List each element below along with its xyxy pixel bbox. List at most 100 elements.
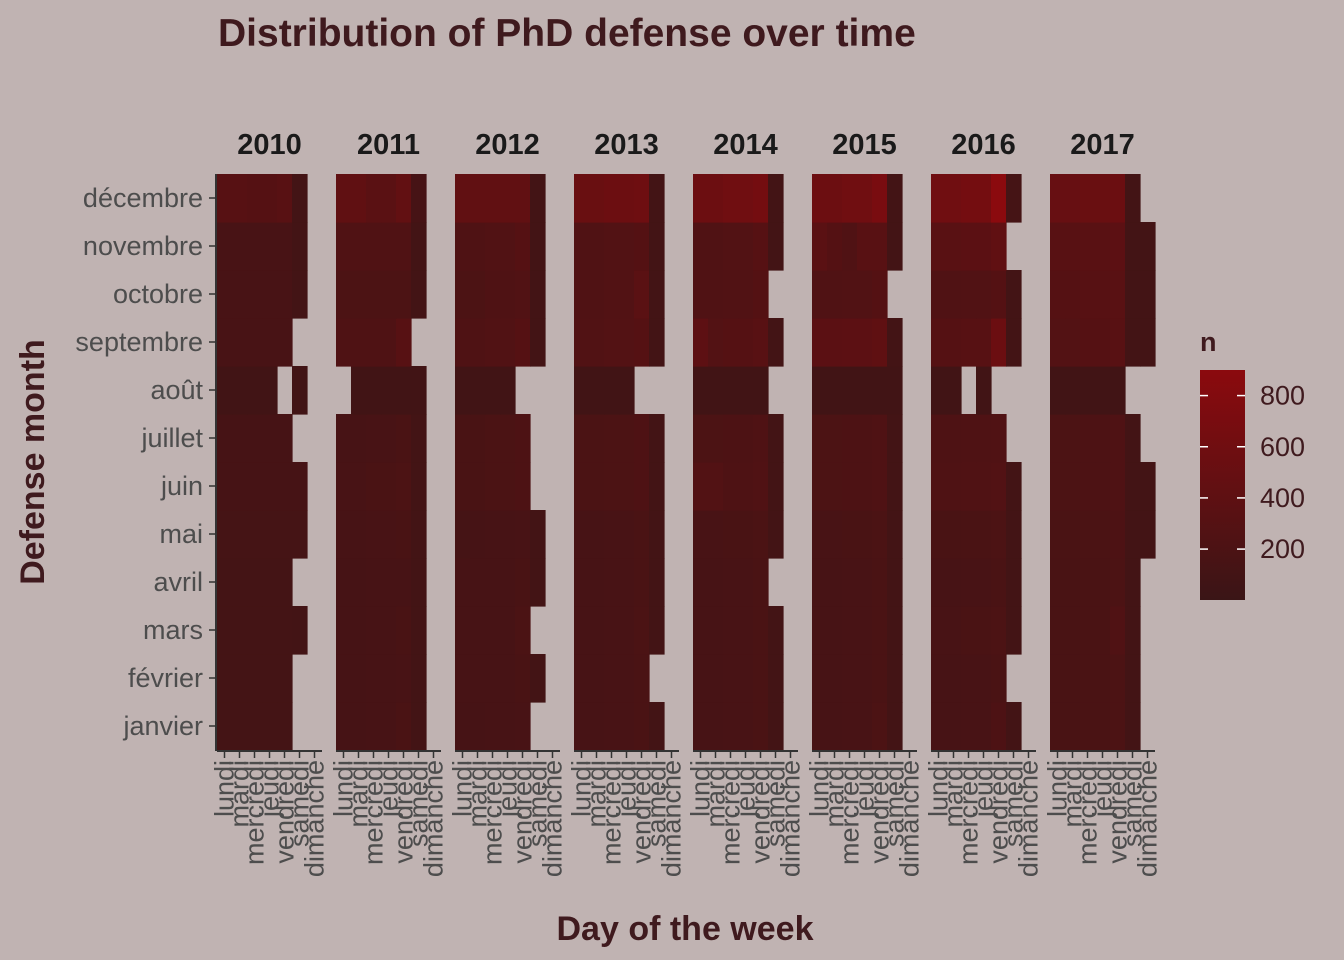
heat-cell <box>961 414 977 463</box>
heat-cell <box>753 510 769 559</box>
heat-cell <box>976 174 992 223</box>
heat-cell <box>396 414 412 463</box>
heat-cell <box>1050 558 1066 607</box>
heat-cell <box>515 702 531 751</box>
facet-panels: 2010lundimardimercredijeudivendredisamed… <box>210 129 1163 877</box>
heat-cell <box>842 654 858 703</box>
heat-cell <box>812 366 828 415</box>
heat-cell <box>887 462 903 511</box>
heat-cell <box>649 222 665 271</box>
heat-cell <box>574 270 590 319</box>
heat-cell <box>1065 270 1081 319</box>
heat-cell <box>604 222 620 271</box>
heat-cell <box>530 270 546 319</box>
heat-cell <box>366 462 382 511</box>
heat-cell <box>649 462 665 511</box>
heat-cell <box>232 606 248 655</box>
heat-cell <box>887 606 903 655</box>
heat-cell <box>931 222 947 271</box>
heat-cell <box>604 510 620 559</box>
heat-cell <box>411 702 427 751</box>
heat-cell <box>336 270 352 319</box>
heat-cell <box>887 174 903 223</box>
heat-cell <box>217 414 233 463</box>
x-tick-label: mercredi <box>478 760 508 865</box>
heat-cell <box>1095 510 1111 559</box>
heat-cell <box>500 510 516 559</box>
heat-cell <box>485 702 501 751</box>
heat-cell <box>976 462 992 511</box>
heat-cell <box>1065 702 1081 751</box>
heat-cell <box>455 366 471 415</box>
facet-label-2010: 2010 <box>237 129 302 161</box>
heat-cell <box>500 174 516 223</box>
heat-cell <box>411 414 427 463</box>
heat-cell <box>872 702 888 751</box>
heat-cell <box>693 318 709 367</box>
heat-cell <box>827 366 843 415</box>
y-tick-label: septembre <box>75 327 203 357</box>
legend-title: n <box>1200 327 1217 357</box>
heat-cell <box>336 174 352 223</box>
heat-cell <box>842 510 858 559</box>
heat-cell <box>931 462 947 511</box>
heat-cell <box>946 558 962 607</box>
heat-cell <box>976 510 992 559</box>
heat-cell <box>649 702 665 751</box>
heat-cell <box>738 270 754 319</box>
heat-cell <box>738 174 754 223</box>
heat-cell <box>872 558 888 607</box>
x-tick-label: samedi <box>880 760 910 847</box>
heat-cell <box>396 606 412 655</box>
heat-cell <box>455 318 471 367</box>
heat-cell <box>976 654 992 703</box>
x-tick-label: mardi <box>225 760 255 828</box>
heat-cell <box>827 174 843 223</box>
heat-cell <box>1080 414 1096 463</box>
heat-cell <box>485 270 501 319</box>
heat-cell <box>574 174 590 223</box>
heat-cell <box>485 318 501 367</box>
facet-2014: 2014 lundimardimercredijeudivendredisamed… <box>686 129 806 877</box>
heat-cell <box>247 270 263 319</box>
heat-cell <box>634 510 650 559</box>
heat-cell <box>619 510 635 559</box>
heat-cell <box>485 414 501 463</box>
heat-cell <box>604 414 620 463</box>
x-tick-label: vendredi <box>1103 760 1133 864</box>
heat-cell <box>1006 318 1022 367</box>
heat-cell <box>262 702 278 751</box>
heat-cell <box>857 366 873 415</box>
y-tick-label: mars <box>143 615 203 645</box>
heat-cell <box>262 222 278 271</box>
heat-cell <box>411 558 427 607</box>
legend-label: 800 <box>1260 381 1305 411</box>
heat-cell <box>857 558 873 607</box>
heat-cell <box>396 366 412 415</box>
heat-cell <box>946 606 962 655</box>
heat-cell <box>589 462 605 511</box>
heat-cell <box>1095 270 1111 319</box>
heat-cell <box>351 414 367 463</box>
heat-cell <box>589 558 605 607</box>
heat-cell <box>336 558 352 607</box>
heat-cell <box>574 606 590 655</box>
heat-cell <box>1110 558 1126 607</box>
heat-cell <box>574 318 590 367</box>
x-tick-label: lundi <box>448 760 478 817</box>
heat-cell <box>961 510 977 559</box>
heat-cell <box>336 702 352 751</box>
heat-cell <box>768 174 784 223</box>
heat-cell <box>262 558 278 607</box>
heat-cell <box>1095 366 1111 415</box>
heat-cell <box>336 414 352 463</box>
y-tick-label: juillet <box>140 423 203 453</box>
heat-cell <box>857 510 873 559</box>
heat-cell <box>217 462 233 511</box>
facet-label-2014: 2014 <box>713 129 778 161</box>
x-tick-label: samedi <box>404 760 434 847</box>
heat-cell <box>842 702 858 751</box>
heat-cell <box>247 222 263 271</box>
heat-cell <box>1125 414 1141 463</box>
heat-cell <box>1125 558 1141 607</box>
